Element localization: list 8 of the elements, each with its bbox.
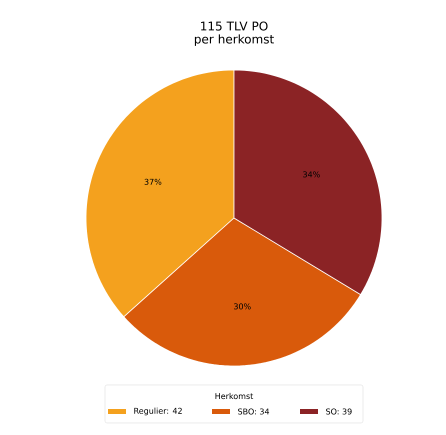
data-label: 37% (144, 178, 162, 185)
data-label: 34% (303, 171, 320, 178)
chart-title: 115 TLV PO per herkomst (194, 22, 274, 46)
legend-label: SO: 39 (326, 408, 352, 415)
legend-title: Herkomst (216, 392, 254, 400)
legend-label: Regulier: 42 (134, 408, 182, 416)
legend-label: SBO: 34 (238, 408, 270, 415)
data-label: 30% (234, 303, 251, 310)
